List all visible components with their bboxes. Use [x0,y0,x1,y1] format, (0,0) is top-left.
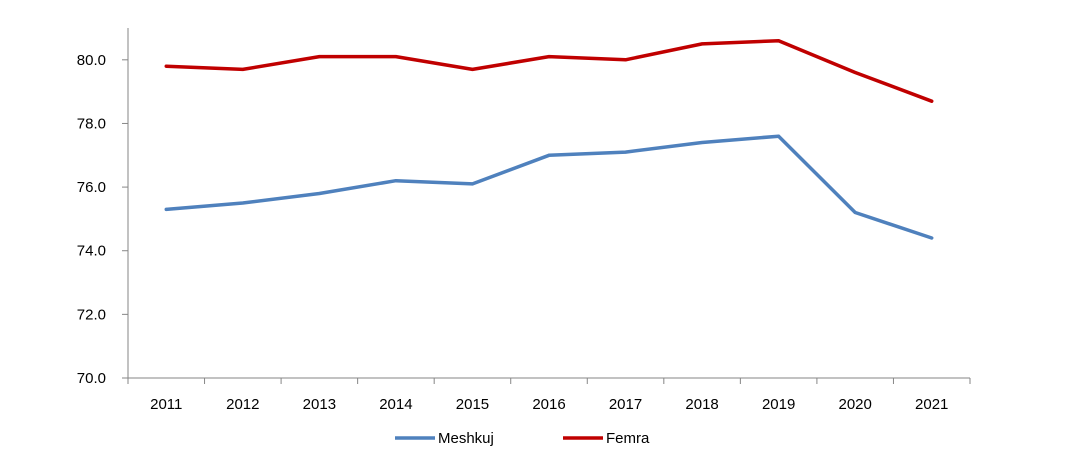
data-point [164,64,168,68]
legend-label: Meshkuj [438,430,494,447]
legend: Meshkuj Femra [395,430,650,447]
data-point [930,99,934,103]
data-point [241,67,245,71]
data-point [853,71,857,75]
y-tick-label: 74.0 [77,243,106,260]
data-point [317,191,321,195]
data-point [241,201,245,205]
series-line-femra [164,38,934,103]
legend-label: Femra [606,430,650,447]
x-tick-label: 2012 [226,396,259,413]
x-tick-label: 2019 [762,396,795,413]
data-point [700,141,704,145]
x-tick-label: 2014 [379,396,412,413]
x-tick-label: 2020 [838,396,871,413]
data-point [547,55,551,59]
x-tick-label: 2011 [150,396,182,413]
data-point [777,134,781,138]
data-point [470,67,474,71]
data-point [317,55,321,59]
data-point [470,182,474,186]
data-point [853,211,857,215]
data-point [700,42,704,46]
x-tick-label: 2016 [532,396,565,413]
y-tick-label: 72.0 [77,306,106,323]
data-point [624,150,628,154]
y-axis-ticks: 70.0 72.0 74.0 76.0 78.0 80.0 [77,52,128,387]
x-tick-label: 2018 [685,396,718,413]
data-point [394,179,398,183]
data-point [164,207,168,211]
x-tick-label: 2015 [456,396,489,413]
data-point [930,236,934,240]
chart-axes [127,28,970,379]
data-point [777,39,781,43]
y-tick-label: 76.0 [77,179,106,196]
y-tick-label: 78.0 [77,115,106,132]
data-point [624,58,628,62]
x-tick-label: 2021 [915,396,948,413]
y-tick-label: 70.0 [77,370,106,387]
data-point [547,153,551,157]
series-lines [164,38,934,240]
series-line-meshkuj [164,134,934,240]
x-axis-ticks: 2011 2012 2013 2014 2015 2016 2017 2018 2019 2020… [127,378,971,413]
x-tick-label: 2013 [303,396,336,413]
y-tick-label: 80.0 [77,52,106,69]
data-point [394,55,398,59]
x-tick-label: 2017 [609,396,642,413]
